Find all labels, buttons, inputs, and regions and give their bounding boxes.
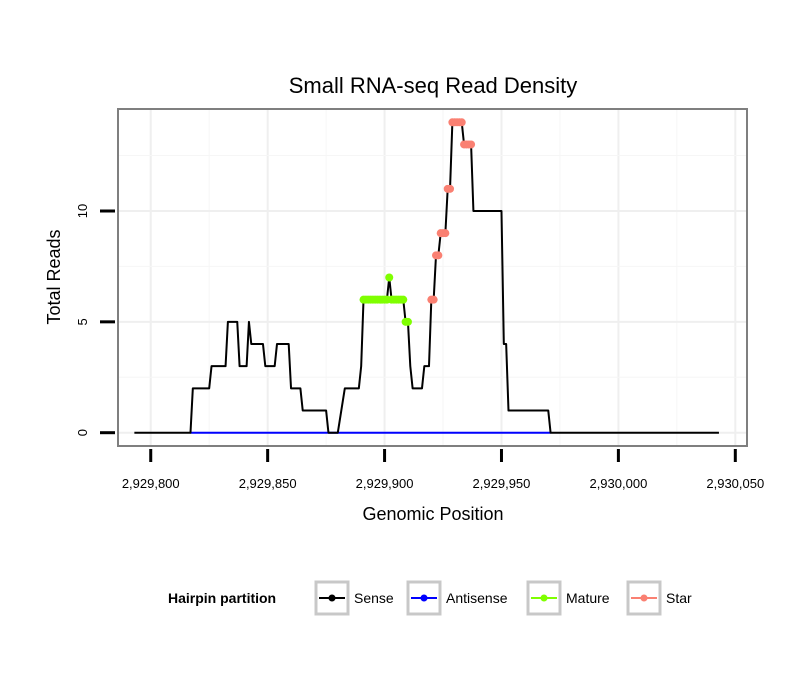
data-point-star [441, 229, 450, 238]
legend-label-sense: Sense [354, 590, 394, 606]
data-point-star [434, 251, 443, 260]
series-layer [134, 118, 719, 434]
y-tick-label: 0 [75, 429, 90, 436]
series-line-sense [134, 121, 719, 434]
data-point-mature [385, 273, 394, 282]
x-tick-label: 2,929,950 [473, 476, 531, 491]
y-axis: 0 5 10 [75, 204, 115, 436]
y-axis-title: Total Reads [44, 229, 64, 324]
x-tick-label: 2,930,050 [706, 476, 764, 491]
legend-label-antisense: Antisense [446, 590, 508, 606]
legend-key-point [540, 594, 548, 602]
legend-key-point [420, 594, 428, 602]
plot-panel [118, 109, 747, 446]
chart-title: Small RNA-seq Read Density [289, 73, 578, 98]
legend-label-mature: Mature [566, 590, 610, 606]
legend-label-star: Star [666, 590, 692, 606]
x-tick-label: 2,929,900 [356, 476, 414, 491]
data-point-mature [403, 317, 412, 326]
x-tick-label: 2,929,850 [239, 476, 297, 491]
data-point-star [457, 118, 466, 127]
x-axis: 2,929,800 2,929,850 2,929,900 2,929,950 2,93… [122, 449, 764, 491]
data-point-mature [399, 295, 408, 304]
data-point-star [446, 184, 455, 193]
data-point-star [429, 295, 438, 304]
legend-key-point [328, 594, 336, 602]
legend-title: Hairpin partition [168, 590, 276, 606]
y-tick-label: 10 [75, 204, 90, 218]
x-tick-label: 2,929,800 [122, 476, 180, 491]
legend: Hairpin partition Sense Antisense Mature St… [168, 580, 692, 616]
plot-background [118, 109, 747, 446]
data-point-star [467, 140, 476, 149]
grid-lines [118, 109, 747, 446]
legend-key-point [640, 594, 648, 602]
x-axis-title: Genomic Position [362, 504, 503, 524]
plot-border [117, 108, 748, 447]
y-tick-label: 5 [75, 318, 90, 325]
x-tick-label: 2,930,000 [589, 476, 647, 491]
